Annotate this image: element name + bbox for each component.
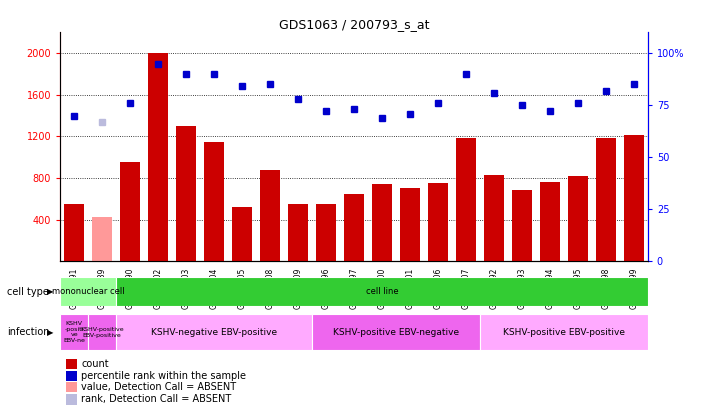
- Bar: [484, 175, 503, 261]
- Text: rank, Detection Call = ABSENT: rank, Detection Call = ABSENT: [81, 394, 232, 405]
- Text: count: count: [81, 359, 109, 369]
- Text: percentile rank within the sample: percentile rank within the sample: [81, 371, 246, 381]
- Bar: [480, 314, 648, 350]
- Text: KSHV-positive EBV-negative: KSHV-positive EBV-negative: [333, 328, 459, 337]
- Bar: [92, 217, 112, 261]
- Bar: [261, 170, 280, 261]
- Text: ▶: ▶: [47, 328, 53, 337]
- Bar: [60, 314, 88, 350]
- Bar: [344, 194, 364, 261]
- Bar: [428, 183, 447, 261]
- Text: KSHV-positive
EBV-positive: KSHV-positive EBV-positive: [80, 327, 124, 337]
- Bar: [456, 139, 476, 261]
- Text: KSHV-negative EBV-positive: KSHV-negative EBV-positive: [151, 328, 277, 337]
- Bar: [568, 176, 588, 261]
- Text: infection: infection: [7, 327, 50, 337]
- Bar: [60, 277, 116, 306]
- Bar: [312, 314, 480, 350]
- Bar: [400, 188, 420, 261]
- Bar: [66, 359, 76, 369]
- Bar: [88, 314, 116, 350]
- Bar: [596, 139, 616, 261]
- Bar: [316, 204, 336, 261]
- Title: GDS1063 / 200793_s_at: GDS1063 / 200793_s_at: [279, 18, 429, 31]
- Bar: [205, 142, 224, 261]
- Text: mononuclear cell: mononuclear cell: [52, 287, 125, 296]
- Text: value, Detection Call = ABSENT: value, Detection Call = ABSENT: [81, 382, 236, 392]
- Text: KSHV
-positi
ve
EBV-ne: KSHV -positi ve EBV-ne: [63, 321, 85, 343]
- Bar: [176, 126, 196, 261]
- Bar: [512, 190, 532, 261]
- Text: cell type: cell type: [7, 287, 49, 296]
- Bar: [64, 204, 84, 261]
- Text: KSHV-positive EBV-positive: KSHV-positive EBV-positive: [503, 328, 625, 337]
- Bar: [232, 207, 252, 261]
- Bar: [66, 394, 76, 405]
- Bar: [624, 135, 644, 261]
- Bar: [66, 382, 76, 392]
- Bar: [149, 53, 168, 261]
- Bar: [288, 204, 308, 261]
- Bar: [66, 371, 76, 381]
- Bar: [540, 182, 559, 261]
- Bar: [120, 162, 140, 261]
- Text: cell line: cell line: [365, 287, 399, 296]
- Bar: [116, 314, 312, 350]
- Bar: [372, 184, 392, 261]
- Text: ▶: ▶: [47, 287, 53, 296]
